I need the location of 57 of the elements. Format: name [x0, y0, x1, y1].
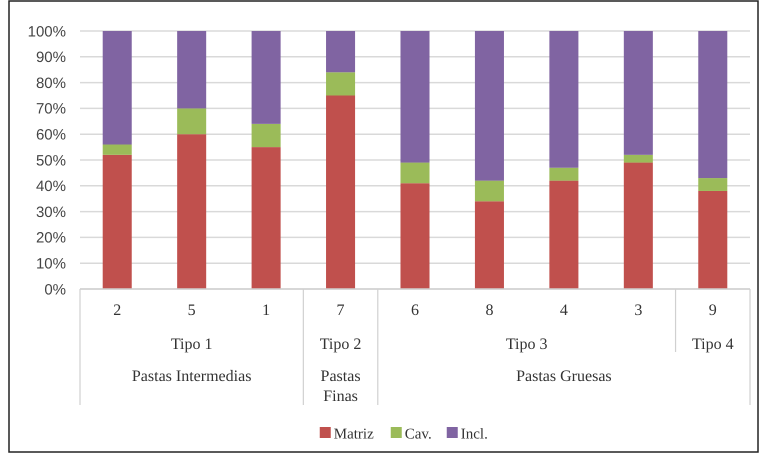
bar — [102, 154, 132, 289]
text: Pastas Gruesas — [516, 368, 612, 385]
x-tick-label: 5 — [188, 302, 196, 319]
text: Tipo 1 — [170, 336, 212, 353]
x-tick-label: 6 — [411, 302, 419, 319]
bar — [102, 31, 132, 145]
y-tick-label: 80% — [36, 74, 66, 92]
bar — [698, 190, 728, 289]
text: Pastas Finas — [320, 368, 361, 405]
bar — [400, 31, 430, 163]
bar — [698, 31, 728, 178]
bar — [252, 31, 281, 124]
x-tick-label: 3 — [634, 302, 642, 319]
y-tick-label: 50% — [36, 152, 66, 170]
bar — [624, 31, 653, 155]
bar — [177, 108, 206, 134]
bar — [326, 72, 356, 96]
y-tick-label: 70% — [36, 100, 66, 118]
bar — [549, 168, 578, 181]
y-tick-label: 10% — [36, 255, 66, 272]
text: Tipo 4 — [692, 336, 734, 353]
bar — [624, 154, 653, 163]
bar — [624, 162, 653, 289]
x-tick-label: 8 — [485, 302, 494, 319]
x-tick-label: 1 — [262, 302, 270, 319]
y-tick-label: 30% — [36, 204, 66, 221]
bar — [326, 31, 356, 72]
text: Tipo 2 — [320, 336, 362, 353]
y-tick-label: 100% — [28, 23, 66, 40]
x-tick-label: 4 — [560, 302, 568, 319]
y-tick-label: 0% — [44, 281, 66, 298]
bar — [474, 201, 504, 289]
bar — [549, 31, 578, 168]
legend-label: Incl. — [460, 426, 488, 442]
x-tick-label: 7 — [336, 302, 345, 319]
bar — [698, 178, 728, 191]
bar — [252, 147, 281, 289]
bar — [177, 31, 206, 108]
bar — [252, 124, 281, 148]
bar — [400, 162, 430, 184]
text: Pastas Intermedias — [132, 368, 252, 385]
x-tick-label: 2 — [113, 302, 122, 319]
y-tick-label: 60% — [36, 126, 66, 144]
bar — [474, 180, 504, 202]
text: Tipo 3 — [506, 336, 548, 353]
y-tick-label: 40% — [36, 178, 66, 196]
legend-label: Matriz — [334, 426, 374, 442]
y-tick-label: 90% — [36, 49, 66, 66]
bar — [474, 31, 504, 181]
bar — [102, 144, 132, 155]
bar — [177, 134, 206, 289]
legend-label: Cav. — [404, 426, 432, 442]
bar — [400, 183, 430, 289]
y-tick-label: 20% — [36, 230, 66, 247]
x-tick-label: 9 — [708, 302, 717, 319]
bar — [549, 180, 578, 289]
bar — [326, 96, 356, 289]
